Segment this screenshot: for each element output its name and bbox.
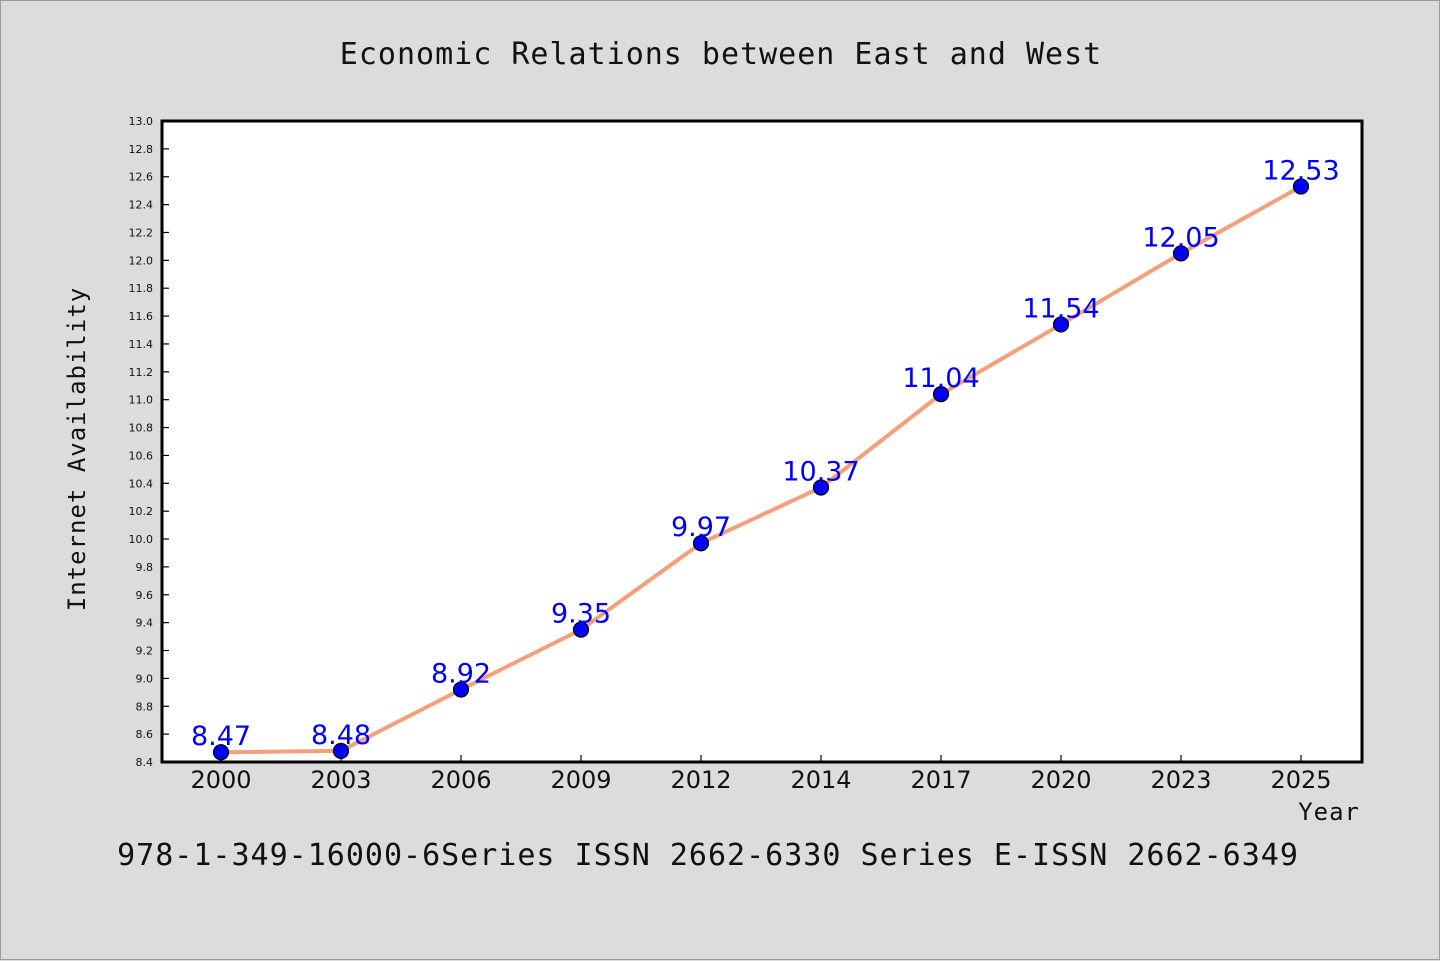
x-tick-label: 2012	[670, 766, 731, 794]
x-tick-label: 2006	[430, 766, 491, 794]
y-tick-label: 8.6	[136, 728, 154, 741]
y-axis-title: Internet Availability	[63, 287, 91, 611]
data-point	[332, 742, 350, 759]
data-label: 8.47	[191, 721, 251, 752]
y-tick-label: 8.4	[136, 756, 154, 769]
y-tick-label: 10.6	[129, 449, 154, 462]
y-tick-label: 11.0	[129, 394, 154, 407]
data-point	[812, 479, 830, 496]
data-point	[932, 386, 950, 403]
y-tick-label: 9.8	[136, 561, 154, 574]
data-point	[1172, 245, 1190, 262]
y-tick-label: 13.0	[129, 115, 154, 128]
x-tick-label: 2025	[1270, 766, 1331, 794]
chart-title: Economic Relations between East and West	[340, 37, 1102, 72]
plot-area	[160, 119, 1364, 764]
data-point	[452, 681, 470, 698]
data-label: 10.37	[782, 456, 859, 487]
y-tick-label: 11.2	[129, 366, 154, 379]
series-layer: 8.47 8.48 8.92 9.35 9.97 10.37 11.04 11.54 12.05…	[191, 155, 1340, 761]
x-tick-label: 2023	[1150, 766, 1211, 794]
data-point	[212, 744, 230, 761]
y-tick-label: 10.4	[129, 477, 154, 490]
y-tick-label: 12.6	[129, 171, 154, 184]
data-label: 11.54	[1022, 293, 1099, 324]
data-label: 11.04	[902, 363, 979, 394]
y-tick-label: 9.0	[136, 672, 154, 685]
x-axis-title: Year	[1298, 798, 1360, 826]
data-label: 8.92	[431, 659, 491, 690]
y-tick-label: 8.8	[136, 700, 154, 713]
y-tick-label: 11.8	[129, 282, 154, 295]
x-tick-label: 2014	[790, 766, 851, 794]
data-point	[692, 535, 710, 552]
y-tick-label: 12.2	[129, 226, 154, 239]
data-point	[1052, 316, 1070, 333]
data-label: 12.05	[1142, 222, 1219, 253]
x-tick-label: 2000	[190, 766, 251, 794]
data-point	[1292, 178, 1310, 195]
data-label: 9.35	[551, 599, 611, 630]
y-tick-label: 10.2	[129, 505, 154, 518]
y-tick-label: 10.0	[129, 533, 154, 546]
x-axis: 2000 2003 2006 2009 2012 2014 2017 2020 2023 2025	[190, 755, 1332, 794]
y-tick-label: 11.4	[129, 338, 154, 351]
y-tick-label: 9.2	[136, 645, 154, 658]
y-tick-label: 9.6	[136, 589, 154, 602]
x-tick-label: 2003	[310, 766, 371, 794]
y-axis: 8.4 8.6 8.8 9.0 9.2 9.4 9.6 9.8 10.0 10.2 10.4 10.6…	[129, 115, 169, 769]
x-tick-label: 2017	[910, 766, 971, 794]
y-tick-label: 11.6	[129, 310, 154, 323]
data-point	[572, 621, 590, 638]
data-label: 9.97	[671, 512, 731, 543]
footer-isbn-text: 978-1-349-16000-6Series ISSN 2662-6330 S…	[117, 838, 1299, 873]
data-label: 8.48	[311, 720, 371, 751]
series-line	[219, 184, 1303, 755]
y-tick-label: 10.8	[129, 422, 154, 435]
x-tick-label: 2020	[1030, 766, 1091, 794]
x-tick-label: 2009	[550, 766, 611, 794]
y-tick-label: 12.4	[129, 199, 154, 212]
y-tick-label: 12.8	[129, 143, 154, 156]
y-tick-label: 9.4	[136, 617, 154, 630]
y-tick-label: 12.0	[129, 254, 154, 267]
data-label: 12.53	[1262, 155, 1339, 186]
